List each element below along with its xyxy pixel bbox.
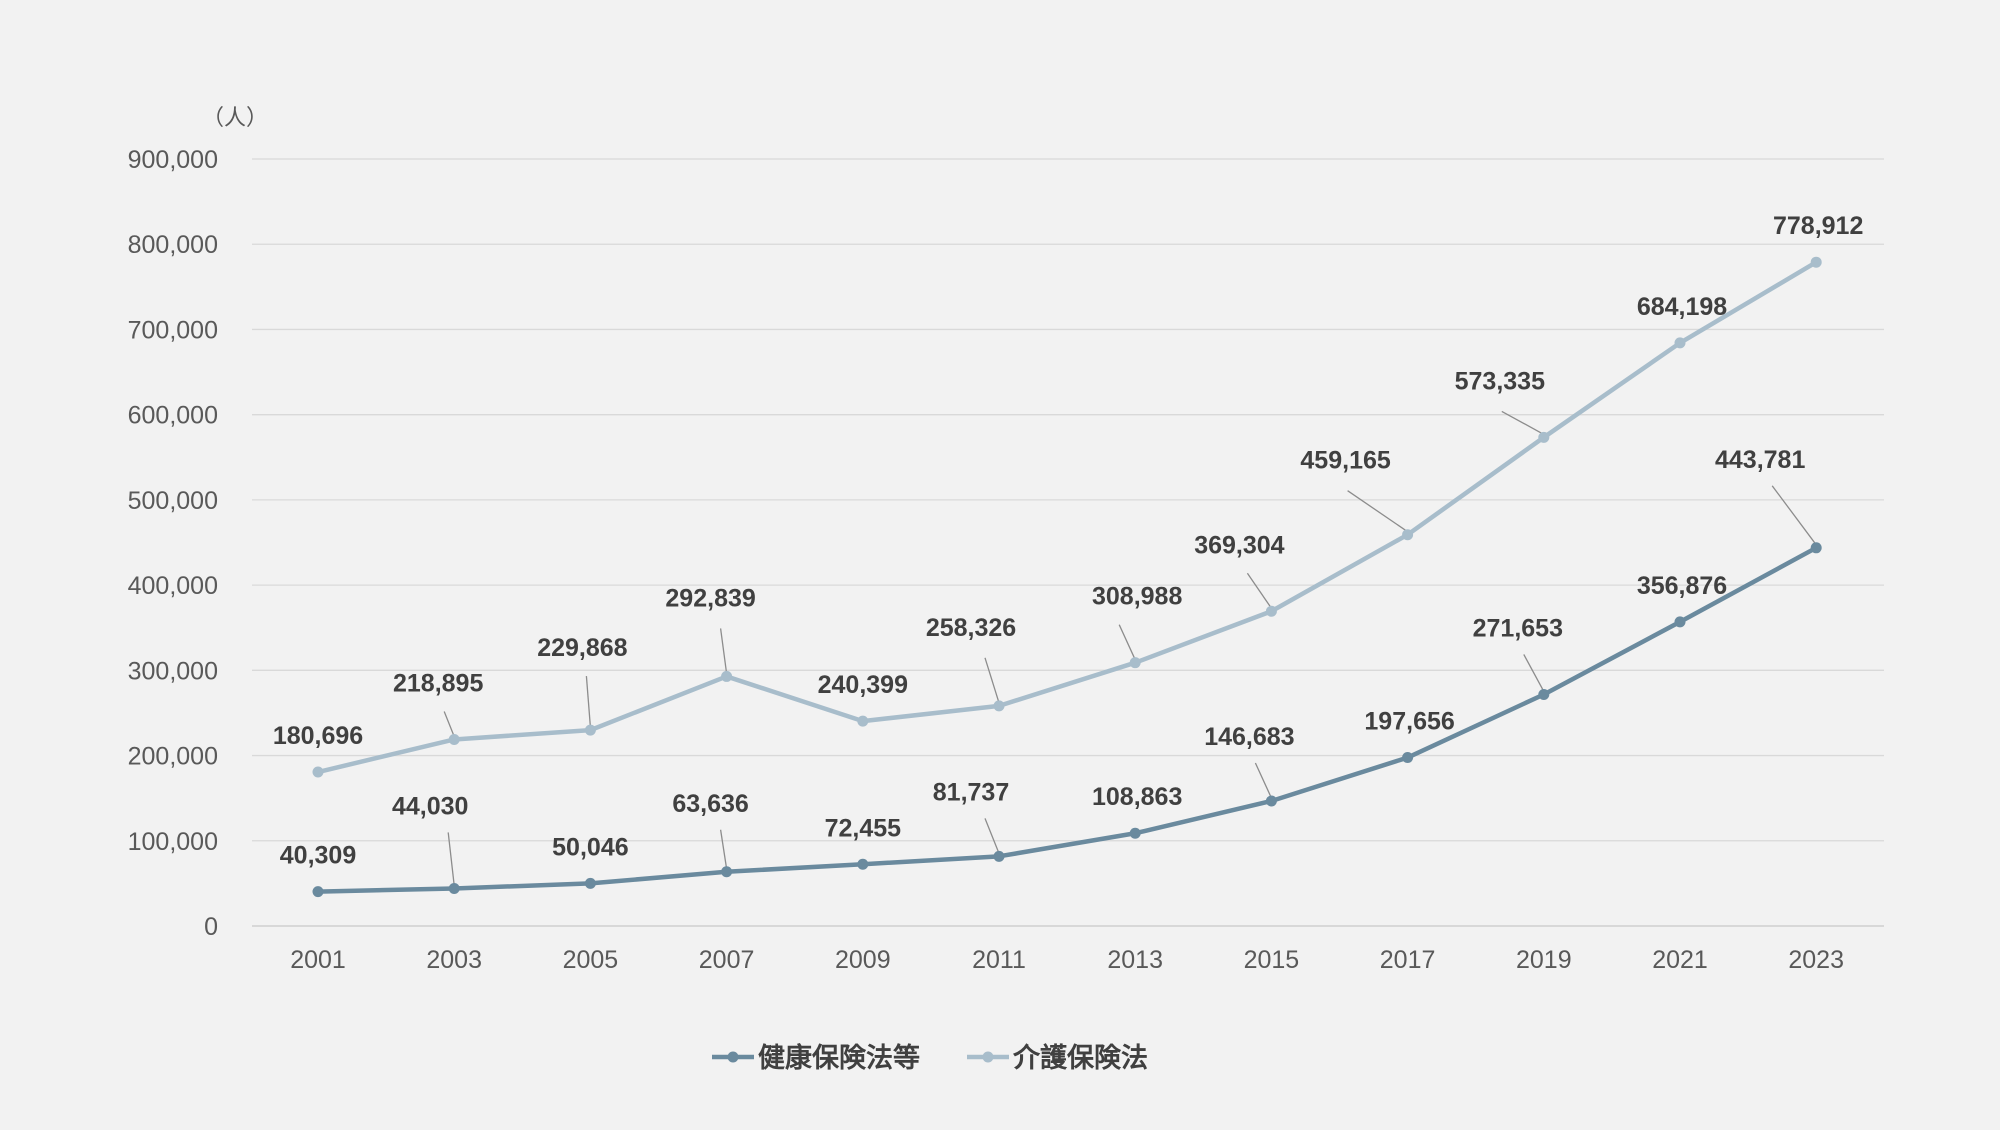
gridlines: 0 100,000 200,000 300,000 400,000 500,000 600,… <box>128 146 1884 941</box>
y-tick-label: 900,000 <box>128 146 218 174</box>
x-tick-label: 2001 <box>290 946 346 974</box>
data-label: 292,839 <box>665 584 755 612</box>
data-label: 197,656 <box>1364 708 1454 736</box>
data-label: 778,912 <box>1773 212 1863 240</box>
data-point <box>1674 616 1686 628</box>
data-point <box>1265 605 1277 617</box>
data-label: 44,030 <box>392 792 468 820</box>
data-label: 356,876 <box>1637 572 1727 600</box>
y-tick-label: 100,000 <box>128 828 218 856</box>
x-tick-label: 2015 <box>1244 946 1300 974</box>
data-point <box>857 715 869 727</box>
y-tick-label: 0 <box>204 913 218 941</box>
label-leader-line <box>719 628 728 674</box>
data-label: 81,737 <box>933 778 1009 806</box>
legend-swatch-marker <box>982 1051 994 1063</box>
legend-label: 健康保険法等 <box>758 1042 920 1073</box>
y-tick-label: 300,000 <box>128 657 218 685</box>
series-line <box>315 545 1819 894</box>
y-tick-label: 600,000 <box>128 402 218 430</box>
y-tick-label: 400,000 <box>128 572 218 600</box>
data-label: 50,046 <box>552 833 628 861</box>
label-leader-line <box>984 818 1000 854</box>
data-label: 308,988 <box>1092 583 1182 611</box>
data-point <box>1674 337 1686 349</box>
data-label: 684,198 <box>1637 293 1727 321</box>
data-label: 146,683 <box>1204 723 1294 751</box>
data-label: 229,868 <box>537 634 627 662</box>
label-leader-line <box>719 829 728 869</box>
series-1: 180,696 218,895 229,868 292,839 240,399 258,3… <box>273 212 1863 778</box>
data-point <box>584 877 596 889</box>
data-point <box>584 724 596 736</box>
label-leader-line <box>1347 490 1408 533</box>
x-tick-label: 2017 <box>1380 946 1436 974</box>
data-point <box>1129 657 1141 669</box>
label-leader-line <box>585 676 592 728</box>
series-0: 40,309 44,030 50,046 63,636 72,455 81,737 108,… <box>280 446 1822 898</box>
x-tick-label: 2023 <box>1788 946 1844 974</box>
data-point <box>1538 688 1550 700</box>
y-tick-label: 700,000 <box>128 316 218 344</box>
series-line <box>315 259 1819 775</box>
data-label: 459,165 <box>1300 447 1390 475</box>
label-leader-line <box>1523 654 1545 692</box>
data-point <box>448 733 460 745</box>
y-unit-label: （人） <box>202 105 268 130</box>
x-tick-label: 2013 <box>1107 946 1163 974</box>
data-point <box>1538 431 1550 443</box>
data-label: 240,399 <box>818 671 908 699</box>
label-leader-line <box>984 657 1000 704</box>
data-label: 108,863 <box>1092 783 1182 811</box>
data-point <box>1265 795 1277 807</box>
x-tick-label: 2003 <box>426 946 482 974</box>
data-label: 369,304 <box>1194 531 1284 559</box>
x-tick-label: 2005 <box>563 946 619 974</box>
data-label: 63,636 <box>672 790 748 818</box>
data-label: 72,455 <box>825 814 902 842</box>
label-leader-line <box>1771 485 1817 546</box>
data-point <box>312 886 324 898</box>
legend-swatch-marker <box>727 1051 739 1063</box>
data-label: 180,696 <box>273 722 363 750</box>
x-tick-label: 2011 <box>972 946 1026 974</box>
data-label: 443,781 <box>1715 446 1805 474</box>
x-tick-label: 2009 <box>835 946 891 974</box>
legend-label: 介護保険法 <box>1012 1042 1148 1073</box>
data-label: 258,326 <box>926 614 1016 642</box>
data-label: 573,335 <box>1455 367 1545 395</box>
label-leader-line <box>1501 410 1545 435</box>
x-tick-label: 2021 <box>1652 946 1708 974</box>
y-tick-label: 200,000 <box>128 743 218 771</box>
y-tick-label: 500,000 <box>128 487 218 515</box>
data-point <box>1402 752 1414 764</box>
label-leader-line <box>1246 572 1272 609</box>
label-leader-line <box>443 711 455 737</box>
data-point <box>1402 529 1414 541</box>
y-tick-label: 800,000 <box>128 231 218 259</box>
data-point <box>1810 256 1822 268</box>
data-point <box>721 866 733 878</box>
data-point <box>312 766 324 778</box>
legend: 健康保険法等 介護保険法 <box>712 1042 1148 1073</box>
label-leader-line <box>1118 624 1136 660</box>
data-label: 271,653 <box>1473 614 1563 642</box>
data-point <box>993 850 1005 862</box>
data-label: 40,309 <box>280 842 356 870</box>
data-label: 218,895 <box>393 669 483 697</box>
data-point <box>721 670 733 682</box>
label-leader-line <box>447 832 455 886</box>
data-point <box>1810 542 1822 554</box>
data-point <box>857 858 869 870</box>
data-point <box>448 882 460 894</box>
data-point <box>993 700 1005 712</box>
data-point <box>1129 827 1141 839</box>
x-tick-label: 2019 <box>1516 946 1572 974</box>
x-tick-label: 2007 <box>699 946 755 974</box>
label-leader-line <box>1254 762 1272 799</box>
x-axis: 2001 2003 2005 2007 2009 2011 2013 2015 2017 2019… <box>290 946 1844 974</box>
